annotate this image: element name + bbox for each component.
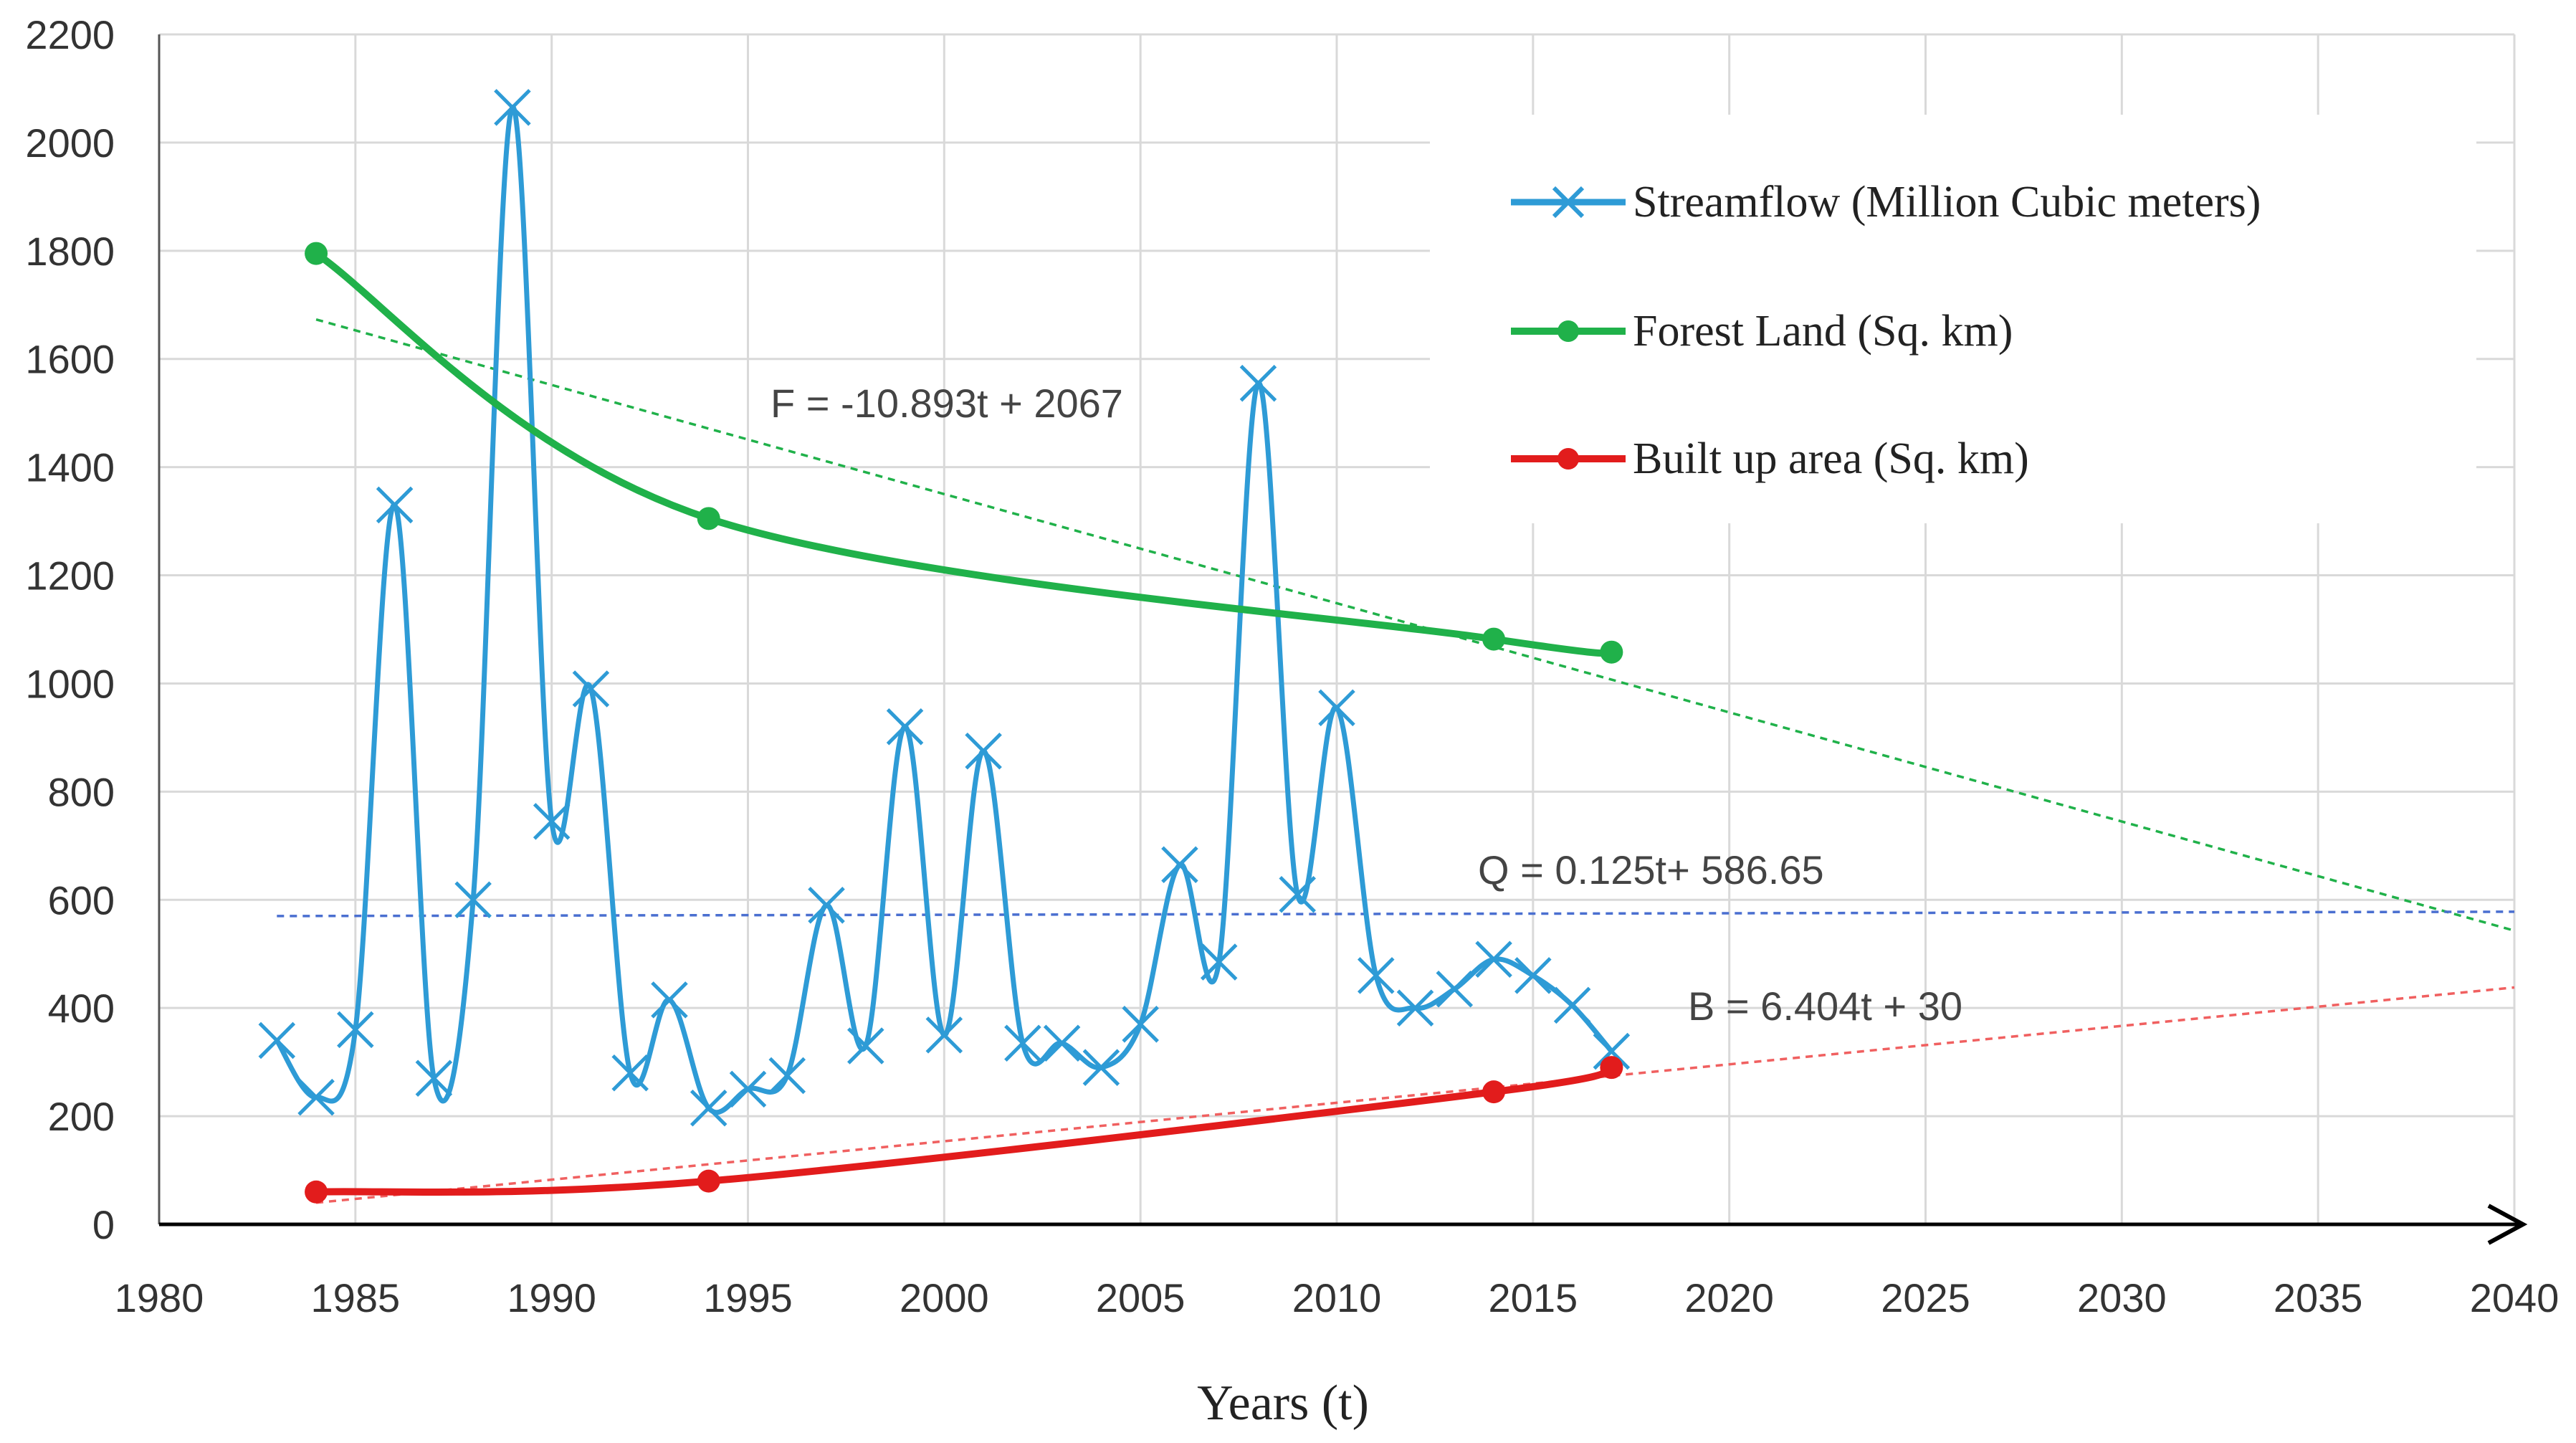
x-tick-label: 1980	[115, 1275, 204, 1320]
data-point-streamflow	[454, 881, 492, 919]
data-point-streamflow	[965, 733, 1002, 770]
legend-entry-forest: Forest Land (Sq. km)	[1511, 307, 2013, 356]
y-tick-label: 1400	[25, 445, 115, 490]
y-tick-label: 600	[48, 877, 115, 923]
data-point-streamflow	[1082, 1049, 1120, 1086]
data-point-built-up	[305, 1180, 328, 1204]
data-point-streamflow	[1279, 875, 1316, 913]
data-point-streamflow	[1161, 846, 1198, 883]
legend-label-forest: Forest Land (Sq. km)	[1633, 307, 2013, 356]
x-tick-label: 2040	[2470, 1275, 2560, 1320]
x-tick-labels: 1980 1985 1990 1995 2000 2005 2010 2015 2020 2025…	[115, 1275, 2560, 1320]
data-point-streamflow	[1200, 943, 1238, 981]
data-point-streamflow	[1396, 989, 1434, 1027]
data-point-streamflow	[1004, 1024, 1041, 1062]
data-point-streamflow	[337, 1011, 374, 1049]
x-axis-arrow	[2487, 1204, 2528, 1245]
y-tick-label: 1800	[25, 229, 115, 274]
data-point-streamflow	[690, 1090, 728, 1127]
trendline-label-built-up: B = 6.404t + 30	[1688, 984, 1962, 1029]
x-tick-label: 2005	[1096, 1275, 1186, 1320]
x-tick-label: 2025	[1881, 1275, 1970, 1320]
data-point-streamflow	[1514, 957, 1552, 994]
trendline-label-forest: F = -10.893t + 2067	[771, 381, 1123, 426]
data-point-forest	[1600, 640, 1623, 664]
y-tick-label: 2000	[25, 120, 115, 166]
data-point-forest	[1482, 627, 1506, 651]
x-tick-label: 2035	[2274, 1275, 2363, 1320]
x-tick-label: 2015	[1489, 1275, 1578, 1320]
legend-entry-built-up: Built up area (Sq. km)	[1511, 434, 2029, 483]
y-tick-label: 1200	[25, 553, 115, 599]
data-point-streamflow	[376, 486, 414, 524]
y-tick-label: 200	[48, 1094, 115, 1139]
trendlines	[277, 318, 2515, 1204]
data-point-streamflow	[415, 1059, 453, 1097]
data-point-streamflow	[1475, 940, 1512, 978]
data-point-forest	[305, 242, 328, 265]
y-tick-label: 800	[48, 769, 115, 814]
x-tick-label: 1985	[311, 1275, 401, 1320]
series-line-built-up	[315, 1064, 1613, 1196]
data-point-streamflow	[808, 887, 845, 924]
data-point-streamflow	[886, 708, 924, 746]
x-tick-label: 1995	[703, 1275, 793, 1320]
data-point-streamflow	[258, 1021, 296, 1059]
legend-label-built-up: Built up area (Sq. km)	[1633, 434, 2029, 483]
legend: Streamflow (Million Cubic meters) Forest…	[1511, 178, 2261, 483]
y-tick-labels: 0 200 400 600 800 1000 1200 1400 1600 1800 2000 220…	[25, 12, 115, 1247]
series-line-forest	[314, 250, 1612, 657]
x-axis-title: Years (t)	[1197, 1376, 1369, 1431]
data-point-streamflow	[768, 1057, 806, 1095]
legend-entry-streamflow: Streamflow (Million Cubic meters)	[1511, 178, 2261, 227]
data-point-streamflow	[1122, 1006, 1159, 1043]
data-point-streamflow	[847, 1027, 884, 1065]
data-point-streamflow	[651, 981, 688, 1019]
data-point-streamflow	[1239, 364, 1277, 402]
y-tick-label: 400	[48, 986, 115, 1031]
trendline-forest	[315, 318, 2515, 932]
data-point-streamflow	[533, 803, 571, 840]
data-point-streamflow	[1436, 971, 1474, 1008]
data-point-streamflow	[729, 1070, 767, 1108]
x-tick-label: 1990	[507, 1275, 596, 1320]
data-point-streamflow	[925, 1016, 963, 1054]
axes	[158, 34, 2528, 1245]
legend-marker-streamflow	[1552, 186, 1585, 219]
legend-label-streamflow: Streamflow (Million Cubic meters)	[1633, 178, 2261, 227]
legend-marker-built-up	[1557, 448, 1579, 470]
x-tick-label: 2000	[900, 1275, 989, 1320]
data-point-streamflow	[1318, 689, 1355, 727]
data-point-streamflow	[494, 89, 531, 126]
x-tick-label: 2020	[1684, 1275, 1774, 1320]
trendline-label-streamflow: Q = 0.125t+ 586.65	[1478, 847, 1824, 892]
data-point-forest	[697, 507, 720, 530]
trendline-built-up	[315, 986, 2515, 1204]
x-tick-label: 2010	[1292, 1275, 1382, 1320]
series	[258, 89, 1631, 1204]
y-tick-label: 2200	[25, 12, 115, 57]
y-tick-label: 1600	[25, 337, 115, 382]
trendline-streamflow	[277, 910, 2515, 918]
data-point-streamflow	[1358, 957, 1395, 994]
data-point-streamflow	[611, 1054, 649, 1092]
y-tick-label: 0	[92, 1202, 115, 1247]
data-point-streamflow	[297, 1078, 335, 1116]
data-point-streamflow	[572, 670, 610, 708]
data-point-built-up	[1482, 1080, 1506, 1104]
data-point-streamflow	[1593, 1032, 1631, 1070]
legend-marker-forest	[1557, 320, 1579, 342]
y-tick-label: 1000	[25, 661, 115, 706]
data-point-built-up	[697, 1169, 720, 1193]
data-point-built-up	[1600, 1056, 1623, 1080]
data-point-streamflow	[1553, 986, 1591, 1024]
data-point-streamflow	[1043, 1024, 1081, 1062]
x-tick-label: 2030	[2077, 1275, 2167, 1320]
